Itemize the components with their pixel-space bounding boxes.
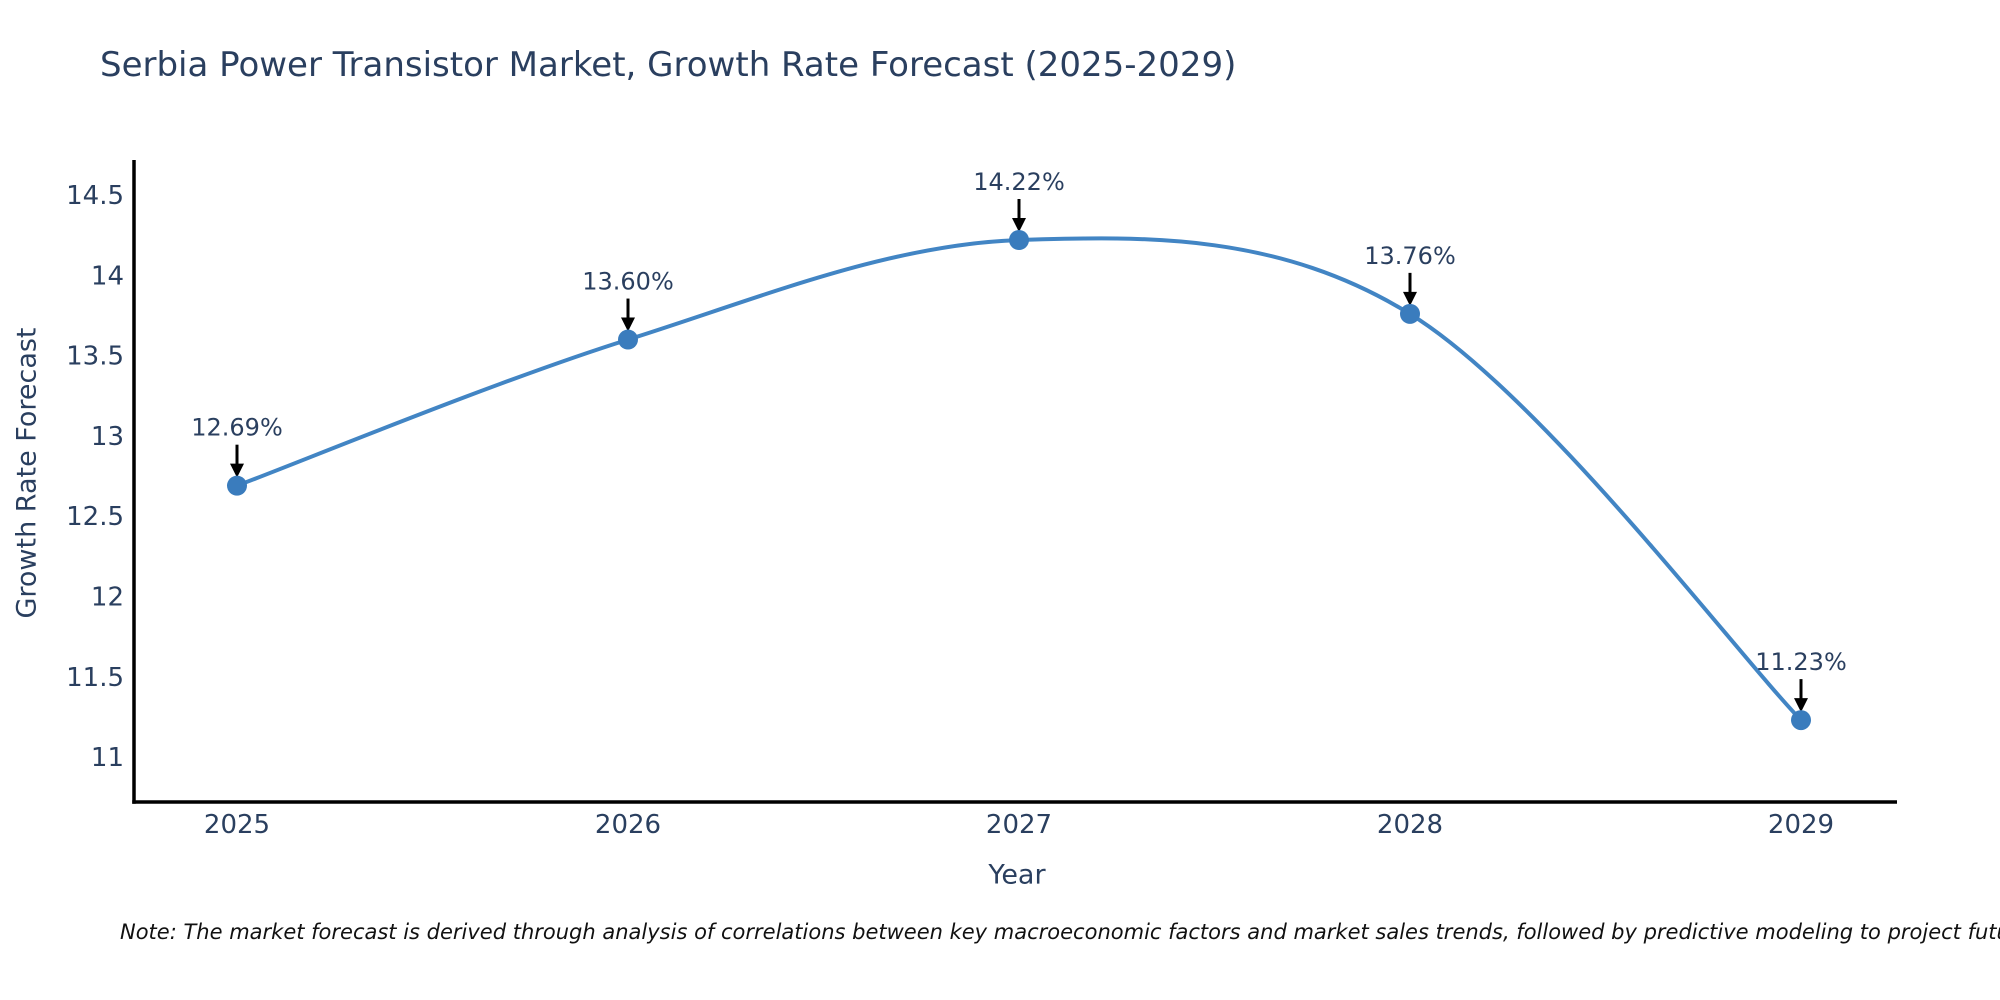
- y-tick-label: 13.5: [66, 342, 124, 372]
- point-annotation: 11.23%: [1755, 648, 1847, 676]
- data-point[interactable]: [1009, 230, 1029, 251]
- footnote-text: Note: The market forecast is derived thr…: [120, 920, 2000, 944]
- data-point[interactable]: [618, 329, 638, 350]
- data-point[interactable]: [1400, 303, 1420, 324]
- annotation-arrowhead: [1012, 218, 1026, 233]
- y-tick-label: 12: [91, 582, 124, 612]
- x-tick-label: 2027: [986, 810, 1052, 840]
- y-tick-label: 14.5: [66, 181, 124, 211]
- annotation-arrowhead: [621, 317, 635, 332]
- data-point[interactable]: [1791, 710, 1811, 731]
- footnote: Note: The market forecast is derived thr…: [120, 920, 2000, 944]
- line-series: [235, 236, 1803, 723]
- x-axis-title: Year: [988, 859, 1046, 891]
- x-tick-label: 2028: [1377, 810, 1443, 840]
- annotation-arrowhead: [1794, 698, 1808, 713]
- point-annotation: 13.76%: [1364, 242, 1456, 270]
- point-annotation: 12.69%: [191, 414, 283, 442]
- point-annotation: 13.60%: [582, 268, 674, 296]
- x-tick-label: 2029: [1768, 810, 1834, 840]
- data-point[interactable]: [227, 475, 247, 496]
- annotation-arrowhead: [1403, 291, 1417, 306]
- point-annotation: 14.22%: [973, 168, 1065, 196]
- annotation-arrowhead: [230, 463, 244, 478]
- y-tick-label: 14: [91, 261, 124, 291]
- chart-title: Serbia Power Transistor Market, Growth R…: [100, 45, 1237, 85]
- y-tick-label: 13: [91, 422, 124, 452]
- y-tick-label: 11.5: [66, 663, 124, 693]
- x-tick-label: 2025: [204, 810, 270, 840]
- y-axis-title: Growth Rate Forecast: [11, 327, 43, 619]
- y-tick-label: 11: [91, 743, 124, 773]
- x-tick-label: 2026: [595, 810, 661, 840]
- y-tick-label: 12.5: [66, 502, 124, 532]
